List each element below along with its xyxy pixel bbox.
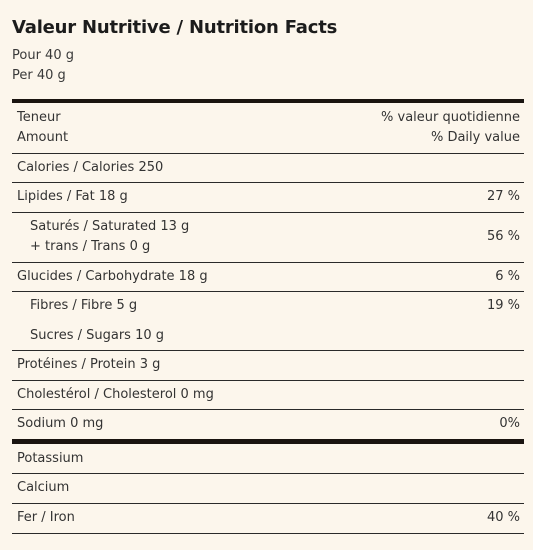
divider <box>12 503 524 504</box>
divider <box>12 533 524 534</box>
saturated-label: Saturés / Saturated 13 g <box>30 219 190 234</box>
calcium-label: Calcium <box>17 480 70 495</box>
divider <box>12 409 524 410</box>
fibre-daily-value: 19 % <box>486 298 520 313</box>
iron-label: Fer / Iron <box>17 510 75 525</box>
divider <box>12 291 524 292</box>
calories-label: Calories / Calories 250 <box>17 160 164 175</box>
protein-label: Protéines / Protein 3 g <box>17 357 161 372</box>
sodium-daily-value: 0% <box>499 416 520 431</box>
saturated-trans-daily-value: 56 % <box>486 229 520 244</box>
cholesterol-label: Cholestérol / Cholesterol 0 mg <box>17 387 214 402</box>
daily-value-label-fr: % valeur quotidienne <box>381 110 520 125</box>
middle-thick-rule <box>12 439 524 444</box>
amount-label-fr: Teneur <box>17 110 61 125</box>
divider <box>12 473 524 474</box>
fibre-label: Fibres / Fibre 5 g <box>30 298 138 313</box>
top-thick-rule <box>12 99 524 103</box>
divider <box>12 212 524 213</box>
sugars-label: Sucres / Sugars 10 g <box>30 328 164 343</box>
panel-title: Valeur Nutritive / Nutrition Facts <box>12 17 338 38</box>
serving-size-en: Per 40 g <box>12 68 66 83</box>
fat-label: Lipides / Fat 18 g <box>17 189 128 204</box>
divider <box>12 153 524 154</box>
divider <box>12 262 524 263</box>
sodium-label: Sodium 0 mg <box>17 416 104 431</box>
carbohydrate-daily-value: 6 % <box>495 269 520 284</box>
trans-label: + trans / Trans 0 g <box>30 239 151 254</box>
fat-daily-value: 27 % <box>486 189 520 204</box>
carbohydrate-label: Glucides / Carbohydrate 18 g <box>17 269 208 284</box>
amount-label-en: Amount <box>17 130 69 145</box>
divider <box>12 350 524 351</box>
potassium-label: Potassium <box>17 451 84 466</box>
divider <box>12 182 524 183</box>
iron-daily-value: 40 % <box>486 510 520 525</box>
divider <box>12 380 524 381</box>
serving-size-fr: Pour 40 g <box>12 48 74 63</box>
daily-value-label-en: % Daily value <box>430 130 520 145</box>
